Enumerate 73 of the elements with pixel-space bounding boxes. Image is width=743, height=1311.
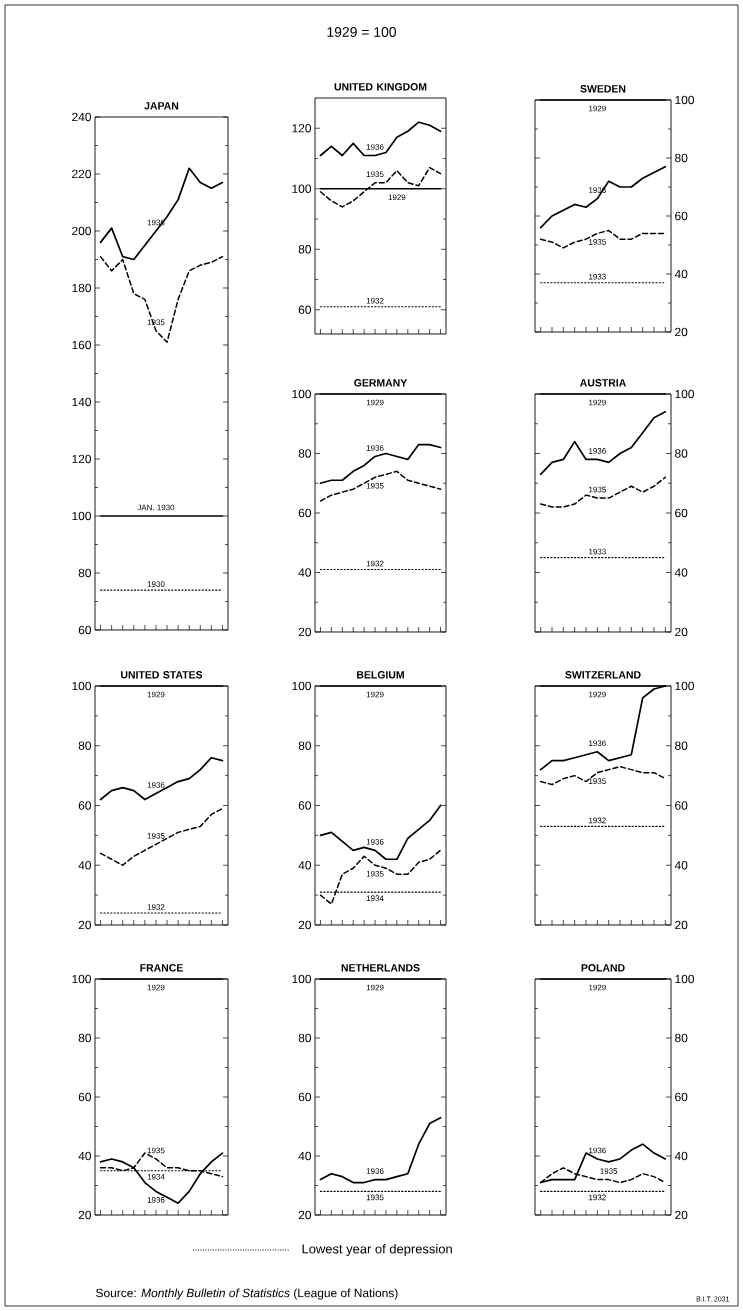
y-tick-label: 40 — [298, 568, 312, 577]
y-tick-label: 100 — [675, 974, 695, 984]
y-tick-label: 140 — [72, 397, 92, 407]
y-tick-label: 20 — [675, 1210, 688, 1220]
y-tick-label: 60 — [675, 508, 688, 518]
chart-title: GERMANY — [354, 379, 408, 387]
y-tick-label: 80 — [675, 741, 688, 750]
y-tick-label: 100 — [292, 681, 312, 691]
y-tick-label: 100 — [675, 389, 695, 399]
chart-title: POLAND — [581, 964, 625, 972]
y-tick-label: 80 — [298, 741, 312, 750]
y-tick-label: 160 — [72, 340, 92, 350]
y-tick-label: 80 — [78, 1033, 92, 1043]
y-tick-label: 240 — [72, 112, 92, 122]
y-tick-label: 60 — [298, 305, 312, 315]
y-tick-label: 200 — [72, 226, 92, 236]
chart-title: JAPAN — [144, 102, 179, 110]
y-tick-label: 80 — [298, 1033, 312, 1043]
source-note: Source: Monthly Bulletin of Statistics (League of Nations) — [96, 1288, 398, 1300]
y-tick-label: 120 — [72, 454, 92, 464]
y-tick-label: 100 — [72, 974, 92, 984]
y-tick-label: 40 — [674, 269, 688, 279]
y-tick-label: 60 — [298, 801, 312, 810]
y-tick-label: 60 — [78, 1092, 92, 1102]
chart-title: SWEDEN — [580, 85, 626, 93]
y-tick-label: 100 — [292, 184, 312, 193]
y-tick-label: 60 — [675, 1092, 688, 1102]
y-tick-label: 20 — [675, 920, 688, 930]
y-tick-label: 80 — [675, 1033, 688, 1043]
y-tick-label: 60 — [298, 1092, 312, 1102]
y-tick-label: 100 — [72, 681, 92, 691]
y-tick-label: 60 — [298, 508, 312, 518]
y-tick-label: 40 — [674, 1151, 688, 1161]
y-tick-label: 60 — [675, 211, 688, 221]
y-tick-label: 20 — [78, 1210, 92, 1220]
y-tick-label: 40 — [298, 861, 312, 870]
y-tick-label: 80 — [675, 153, 688, 163]
chart-title: AUSTRIA — [580, 379, 626, 387]
text: 1929 = 100 — [327, 27, 397, 37]
y-tick-label: 80 — [78, 568, 92, 578]
y-tick-label: 40 — [298, 1151, 312, 1161]
y-tick-label: 40 — [674, 568, 688, 577]
y-tick-label: 100 — [72, 511, 92, 521]
y-tick-label: 20 — [675, 627, 688, 637]
chart-title: SWITZERLAND — [565, 671, 641, 679]
y-tick-label: 60 — [78, 625, 92, 635]
y-tick-label: 120 — [292, 124, 312, 133]
chart-title: BELGIUM — [357, 671, 404, 679]
y-tick-label: 220 — [72, 169, 92, 179]
y-tick-label: 80 — [78, 741, 92, 750]
y-tick-label: 180 — [72, 283, 92, 293]
y-tick-label: 40 — [674, 861, 688, 870]
text: Lowest year of depression — [302, 1243, 452, 1257]
y-tick-label: 20 — [298, 627, 312, 637]
y-tick-label: 80 — [298, 449, 312, 458]
y-tick-label: 20 — [298, 920, 312, 930]
y-tick-label: 100 — [675, 95, 695, 105]
chart-title: FRANCE — [140, 964, 183, 972]
y-tick-label: 80 — [675, 449, 688, 458]
y-tick-label: 40 — [78, 861, 92, 870]
y-tick-label: 100 — [675, 681, 695, 691]
chart-title: UNITED KINGDOM — [334, 83, 427, 91]
y-tick-label: 80 — [298, 245, 312, 254]
y-tick-label: 60 — [78, 801, 92, 810]
y-tick-label: 60 — [675, 801, 688, 810]
y-tick-label: 20 — [298, 1210, 312, 1220]
y-tick-label: 100 — [292, 974, 312, 984]
y-tick-label: 100 — [292, 389, 312, 399]
y-tick-label: 20 — [78, 920, 92, 930]
chart-title: UNITED STATES — [121, 671, 203, 679]
y-tick-label: 20 — [675, 327, 688, 337]
chart-title: NETHERLANDS — [341, 964, 420, 972]
y-tick-label: 40 — [78, 1151, 92, 1161]
